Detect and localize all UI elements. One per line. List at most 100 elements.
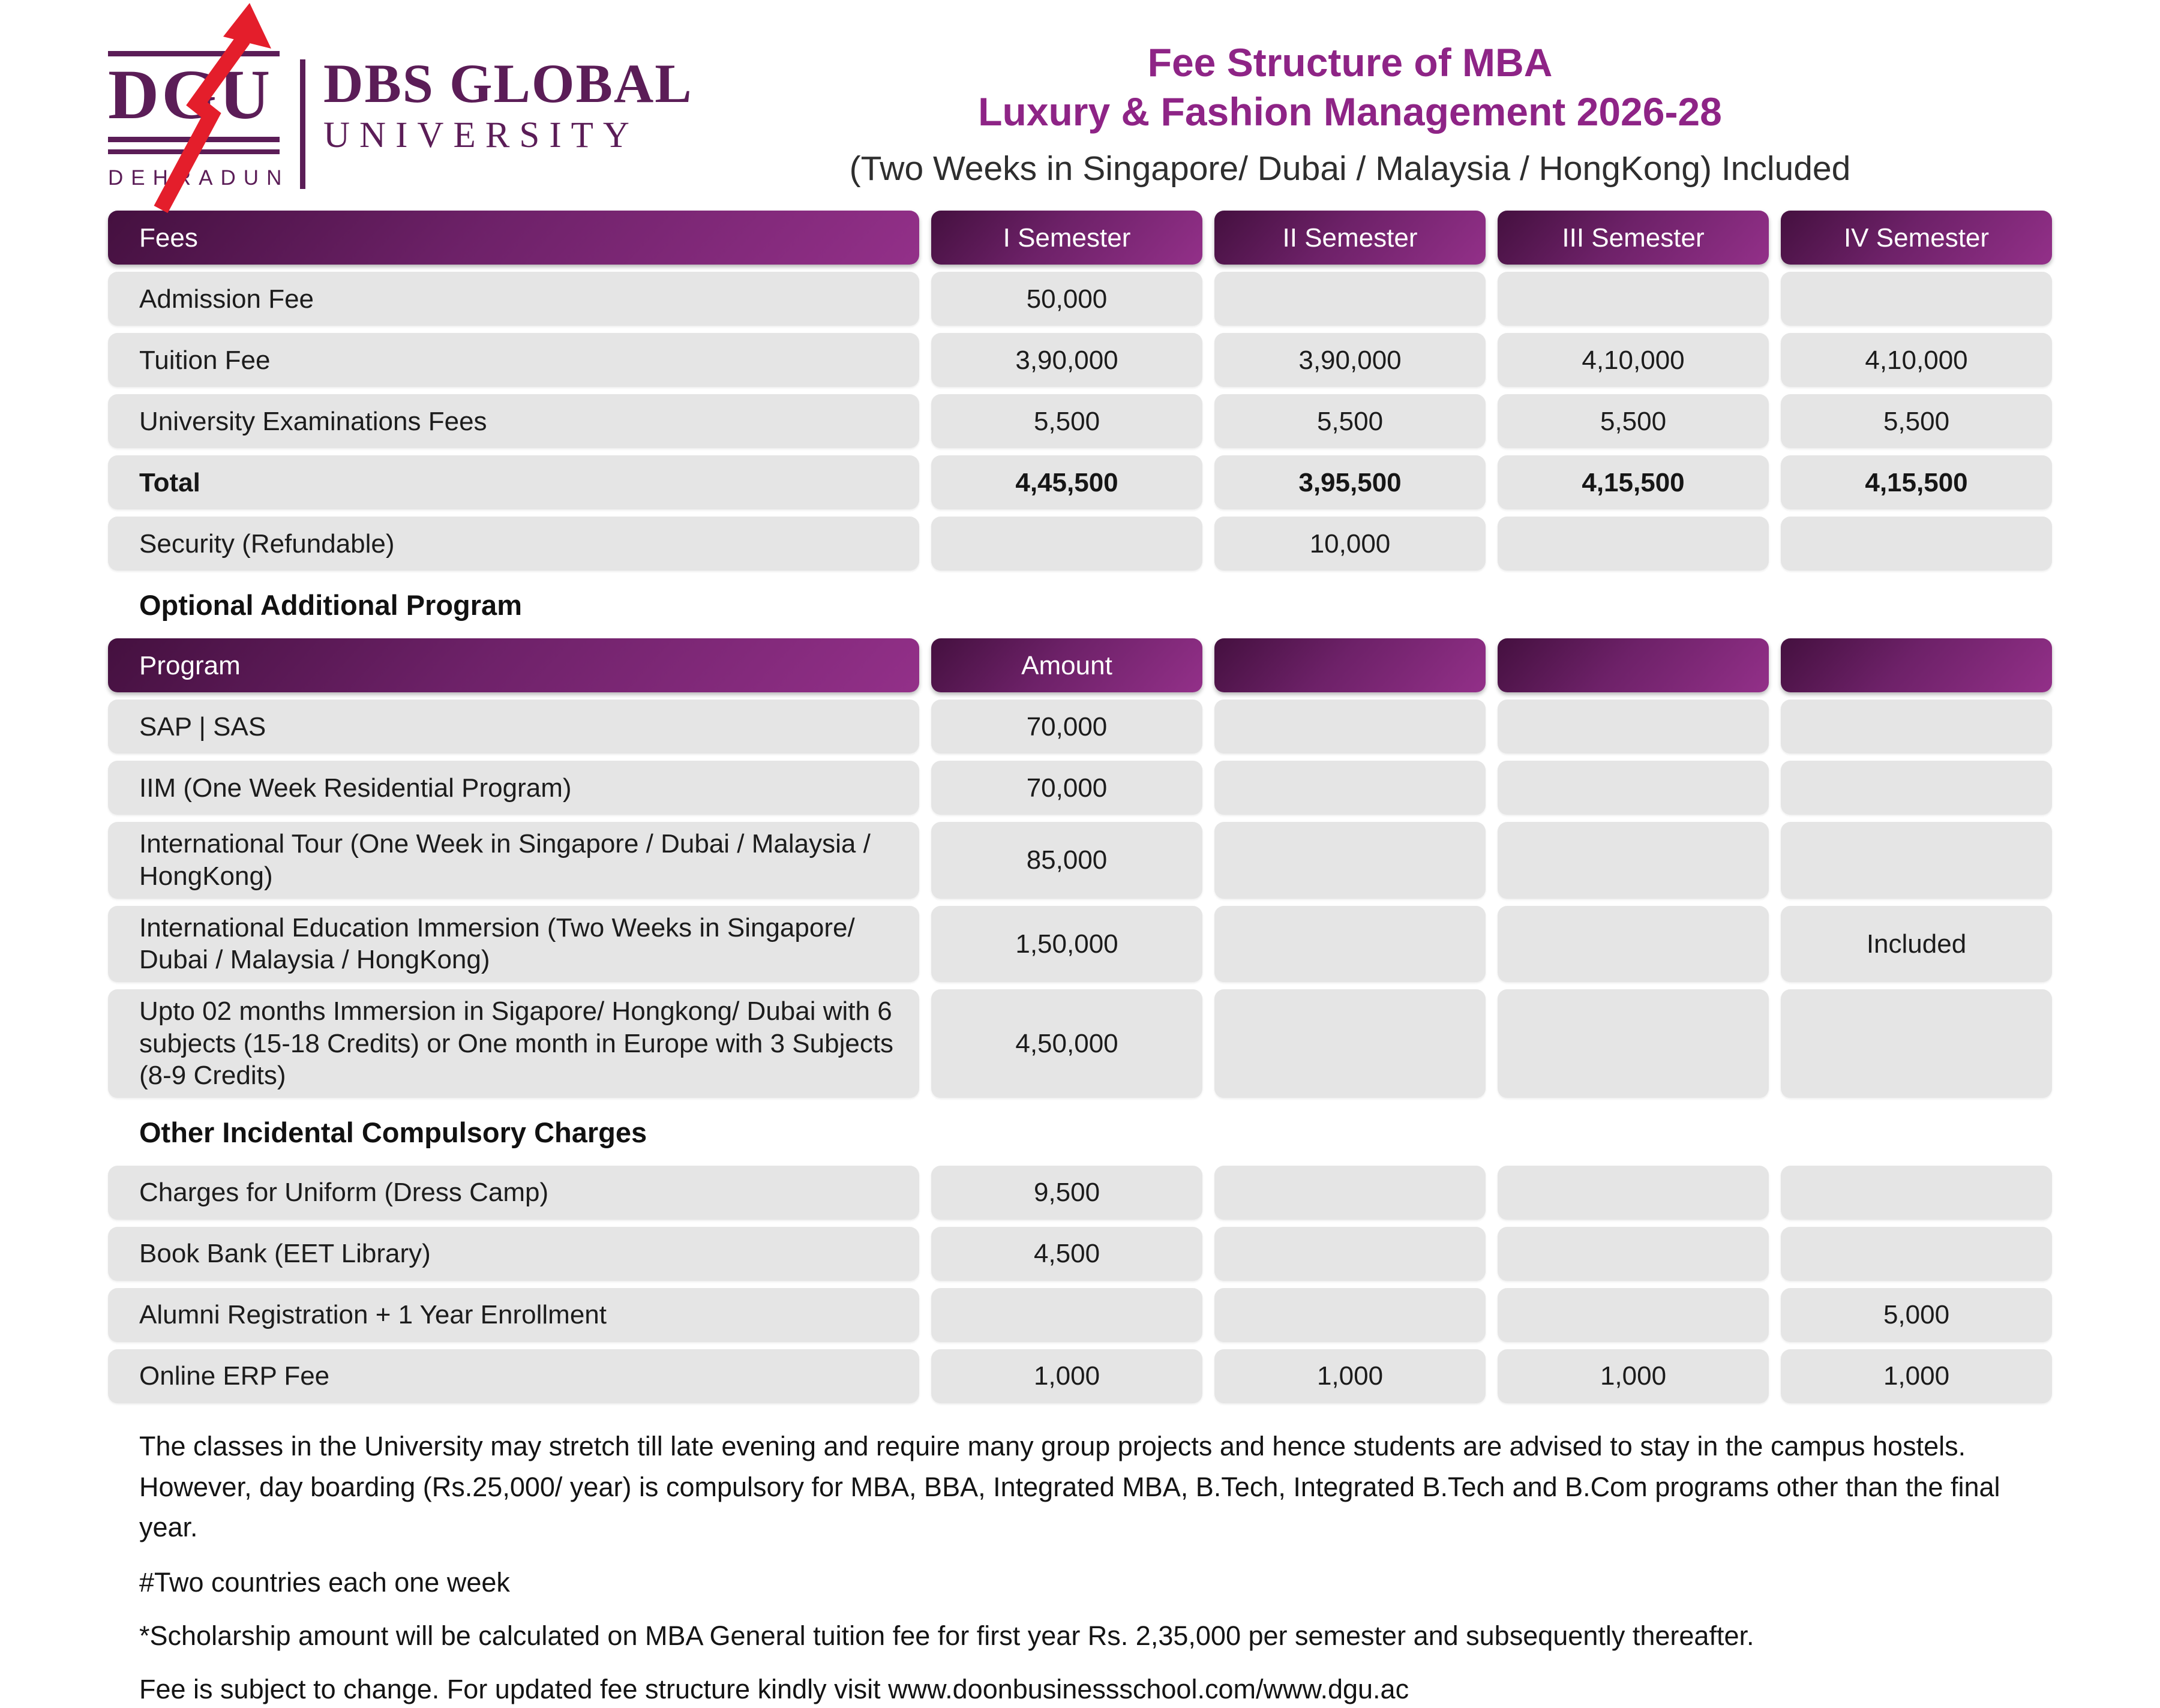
logo-row: DGU DEHRADUN DBS GLOBAL UNIVERSITY [108, 51, 692, 190]
incidental-value-cell: 5,000 [1781, 1288, 2052, 1343]
programs-label-cell: SAP | SAS [108, 700, 919, 754]
logo-name-line2: UNIVERSITY [323, 115, 639, 155]
programs-label-cell: International Tour (One Week in Singapor… [108, 822, 919, 899]
incidental-section-heading: Other Incidental Compulsory Charges [139, 1116, 647, 1149]
fees-header-row: Fees I Semester II Semester III Semester IV … [108, 211, 2052, 265]
programs-row: SAP | SAS 70,000 [108, 700, 2052, 754]
page-title-line2: Luxury & Fashion Management 2026-28 [978, 89, 1722, 134]
logo-name-line1: DBS GLOBAL [323, 53, 693, 114]
logo-city: DEHRADUN [108, 166, 290, 190]
optional-section-heading: Optional Additional Program [139, 589, 522, 622]
programs-value-cell [1214, 989, 1486, 1098]
incidental-label-cell: Online ERP Fee [108, 1349, 919, 1404]
logo-rule-bottom-1 [108, 137, 280, 143]
fees-label-cell: Total [108, 455, 919, 510]
programs-row: Upto 02 months Immersion in Sigapore/ Ho… [108, 989, 2052, 1098]
fees-value-cell: 5,500 [1498, 394, 1769, 449]
fees-value-cell [931, 517, 1202, 571]
fees-value-cell: 50,000 [931, 272, 1202, 326]
programs-value-cell [1214, 700, 1486, 754]
fees-header-cell: III Semester [1498, 211, 1769, 265]
fees-label-cell: University Examinations Fees [108, 394, 919, 449]
programs-value-cell [1781, 700, 2052, 754]
title-block: Fee Structure of MBA Luxury & Fashion Ma… [648, 27, 2052, 189]
fees-label-cell: Admission Fee [108, 272, 919, 326]
incidental-value-cell: 1,000 [931, 1349, 1202, 1404]
programs-label-cell: Upto 02 months Immersion in Sigapore/ Ho… [108, 989, 919, 1098]
programs-value-cell [1214, 822, 1486, 899]
fees-value-cell: 5,500 [1781, 394, 2052, 449]
programs-header-row: Program Amount [108, 638, 2052, 693]
programs-value-cell [1781, 989, 2052, 1098]
programs-value-cell [1498, 905, 1769, 983]
incidental-value-cell [1214, 1227, 1486, 1281]
fees-value-cell: 10,000 [1214, 517, 1486, 571]
fees-value-cell: 4,45,500 [931, 455, 1202, 510]
incidental-label-cell: Alumni Registration + 1 Year Enrollment [108, 1288, 919, 1343]
incidental-label-cell: Book Bank (EET Library) [108, 1227, 919, 1281]
incidental-value-cell [931, 1288, 1202, 1343]
incidental-value-cell [1498, 1288, 1769, 1343]
page-title-line1: Fee Structure of MBA [1147, 40, 1553, 85]
incidental-label-cell: Charges for Uniform (Dress Camp) [108, 1166, 919, 1220]
logo-divider [300, 59, 305, 189]
fees-value-cell [1214, 272, 1486, 326]
programs-value-cell [1498, 761, 1769, 815]
incidental-value-cell [1498, 1227, 1769, 1281]
programs-header-cell [1214, 638, 1486, 693]
page-subtitle: (Two Weeks in Singapore/ Dubai / Malaysi… [849, 149, 1851, 188]
incidental-row: Book Bank (EET Library) 4,500 [108, 1227, 2052, 1281]
note-hostel-line1: The classes in the University may stretc… [139, 1431, 1966, 1462]
logo-rule-bottom-2 [108, 149, 280, 155]
fees-value-cell: 4,15,500 [1781, 455, 2052, 510]
programs-value-cell: Included [1781, 905, 2052, 983]
programs-value-cell: 4,50,000 [931, 989, 1202, 1098]
fees-header-cell: I Semester [931, 211, 1202, 265]
fees-value-cell [1498, 517, 1769, 571]
fees-value-cell: 5,500 [931, 394, 1202, 449]
programs-value-cell [1781, 761, 2052, 815]
logo-acronym: DGU [108, 55, 273, 134]
fees-label-cell: Security (Refundable) [108, 517, 919, 571]
programs-value-cell [1214, 761, 1486, 815]
programs-value-cell: 70,000 [931, 700, 1202, 754]
programs-row: International Education Immersion (Two W… [108, 905, 2052, 983]
fees-row: Tuition Fee 3,90,000 3,90,000 4,10,000 4,10,… [108, 333, 2052, 388]
programs-header-cell [1498, 638, 1769, 693]
logo-dgu-block: DGU DEHRADUN [108, 51, 290, 190]
fees-header-cell: IV Semester [1781, 211, 2052, 265]
incidental-value-cell [1214, 1166, 1486, 1220]
fees-value-cell: 4,10,000 [1498, 333, 1769, 388]
fees-value-cell [1781, 272, 2052, 326]
fees-value-cell: 5,500 [1214, 394, 1486, 449]
incidental-value-cell [1781, 1227, 2052, 1281]
fees-value-cell: 3,95,500 [1214, 455, 1486, 510]
programs-table: Program Amount SAP | SAS 70,000 IIM (One Wee… [108, 638, 2052, 1098]
fees-value-cell: 4,10,000 [1781, 333, 2052, 388]
incidental-value-cell: 4,500 [931, 1227, 1202, 1281]
incidental-row: Alumni Registration + 1 Year Enrollment 5… [108, 1288, 2052, 1343]
fees-row: Admission Fee 50,000 [108, 272, 2052, 326]
programs-header-cell: Program [108, 638, 919, 693]
incidental-row: Online ERP Fee 1,000 1,000 1,000 1,000 [108, 1349, 2052, 1404]
incidental-value-cell [1214, 1288, 1486, 1343]
fees-label-cell: Tuition Fee [108, 333, 919, 388]
fees-value-cell: 3,90,000 [931, 333, 1202, 388]
incidental-value-cell: 9,500 [931, 1166, 1202, 1220]
fees-value-cell [1498, 272, 1769, 326]
programs-label-cell: IIM (One Week Residential Program) [108, 761, 919, 815]
incidental-value-cell: 1,000 [1498, 1349, 1769, 1404]
note-scholarship: *Scholarship amount will be calculated o… [139, 1620, 1754, 1651]
programs-row: IIM (One Week Residential Program) 70,000 [108, 761, 2052, 815]
fees-row: Total 4,45,500 3,95,500 4,15,500 4,15,500 [108, 455, 2052, 510]
note-fee-change: Fee is subject to change. For updated fe… [139, 1673, 1409, 1704]
fees-row: Security (Refundable) 10,000 [108, 517, 2052, 571]
page-header: DGU DEHRADUN DBS GLOBAL UNIVERSITY Fee S… [108, 3, 2052, 214]
programs-row: International Tour (One Week in Singapor… [108, 822, 2052, 899]
fees-value-cell [1781, 517, 2052, 571]
programs-value-cell [1498, 989, 1769, 1098]
programs-header-cell [1781, 638, 2052, 693]
fees-value-cell: 4,15,500 [1498, 455, 1769, 510]
incidental-value-cell [1781, 1166, 2052, 1220]
